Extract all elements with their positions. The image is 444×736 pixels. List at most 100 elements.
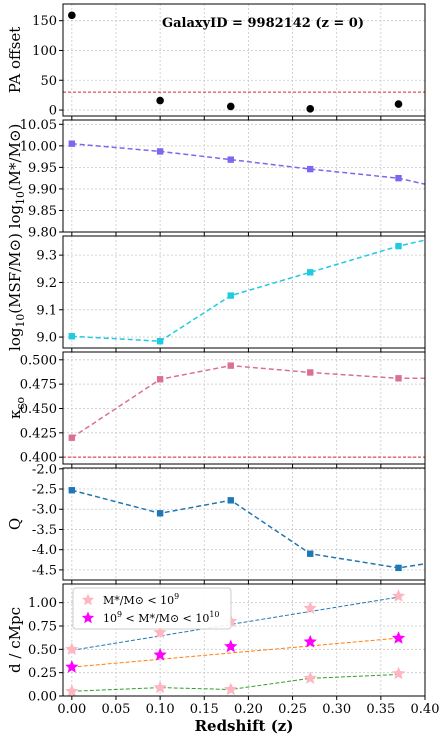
x-tick-label: 0.00 xyxy=(57,702,86,717)
x-tick-label: 0.15 xyxy=(190,702,219,717)
series-line xyxy=(71,239,425,342)
data-point xyxy=(68,333,76,340)
data-point xyxy=(394,100,403,108)
legend-box xyxy=(72,587,232,630)
data-point xyxy=(226,102,235,111)
y-tick-label: 50 xyxy=(40,74,57,89)
axes-frame xyxy=(62,467,426,581)
data-point xyxy=(307,269,314,276)
y-tick-label: 0 xyxy=(49,104,57,119)
series-line xyxy=(71,142,425,185)
data-point xyxy=(68,487,76,494)
data-point xyxy=(395,174,402,182)
data-point xyxy=(156,510,164,517)
plot-area xyxy=(68,487,425,572)
x-tick-label: 0.35 xyxy=(366,702,395,717)
y-tick-label: -4.0 xyxy=(32,543,57,558)
y-tick-label: 10.05 xyxy=(20,118,57,133)
data-point xyxy=(227,497,234,504)
y-tick-label: 0.75 xyxy=(28,620,57,635)
series-line xyxy=(71,489,425,569)
y-tick-label: 0.450 xyxy=(20,402,57,417)
x-tick-label: 0.25 xyxy=(278,702,307,717)
star-marker xyxy=(303,671,317,684)
y-tick-label: 9.95 xyxy=(28,161,57,176)
y-tick-label: -2.0 xyxy=(32,462,57,477)
plot-area xyxy=(65,589,406,696)
y-tick-label: 150 xyxy=(32,14,57,29)
data-point xyxy=(156,148,164,155)
legend: M*/M⊙ < 109 109 < M*/M⊙ < 1010 xyxy=(72,587,232,630)
y-tick-label: 9.85 xyxy=(28,204,57,219)
panel-q: -4.5 -4.0 -3.5 -3.0 -2.5 -2.0 Q xyxy=(6,462,426,584)
data-point xyxy=(68,11,76,20)
star-marker xyxy=(81,593,95,606)
data-point xyxy=(227,156,234,163)
legend-label: M*/M⊙ < 109 xyxy=(103,592,179,607)
star-marker xyxy=(153,647,167,661)
data-point xyxy=(307,550,314,557)
y-tick-label: -4.5 xyxy=(32,563,57,578)
data-point xyxy=(307,165,314,173)
data-point xyxy=(156,96,164,105)
data-point xyxy=(395,242,402,250)
star-marker xyxy=(65,642,79,655)
star-marker xyxy=(391,631,406,644)
axes-frame xyxy=(62,351,426,465)
fit-line xyxy=(71,596,399,651)
y-tick-label: 0.50 xyxy=(28,643,57,658)
axes-frame xyxy=(62,583,426,697)
data-point xyxy=(156,376,164,383)
panel-pa: 0 50 100 150 PA offset GalaxyID = 9982142 (z … xyxy=(6,3,426,120)
star-marker xyxy=(303,634,317,648)
plot-area xyxy=(63,362,425,458)
data-point xyxy=(68,434,76,441)
star-marker xyxy=(153,625,167,639)
plot-area xyxy=(68,140,425,185)
star-marker xyxy=(65,684,79,696)
data-point xyxy=(227,362,234,369)
y-axis-label: κco xyxy=(6,397,27,419)
x-tick-label: 0.40 xyxy=(411,702,440,717)
panel-annotation: GalaxyID = 9982142 (z = 0) xyxy=(162,16,364,31)
data-point xyxy=(68,140,76,147)
y-tick-label: 0.425 xyxy=(20,426,57,441)
data-point xyxy=(156,337,164,345)
y-tick-label: 0.500 xyxy=(20,353,57,368)
star-marker xyxy=(224,682,238,696)
y-tick-label: 0.400 xyxy=(20,451,57,466)
axes-frame xyxy=(62,235,426,349)
plot-area xyxy=(68,239,425,345)
star-marker xyxy=(303,601,317,614)
fit-line xyxy=(71,637,399,668)
panel-msf: 9.0 9.1 9.2 9.3 log10(MSF/M⊙) xyxy=(6,233,426,352)
y-axis-label: Q xyxy=(6,518,24,530)
y-axis-label: d / cMpc xyxy=(6,607,24,673)
x-tick-label: 0.20 xyxy=(234,702,263,717)
star-marker xyxy=(153,680,167,694)
y-tick-label: 9.90 xyxy=(28,182,57,197)
y-axis-label: PA offset xyxy=(6,27,24,94)
data-point xyxy=(395,564,402,572)
y-tick-label: -2.5 xyxy=(32,483,57,498)
y-tick-label: 10.00 xyxy=(20,139,57,154)
x-tick-label: 0.10 xyxy=(146,702,175,717)
y-tick-label: 0.00 xyxy=(28,690,57,705)
x-axis-label: Redshift (z) xyxy=(195,717,294,735)
y-tick-label: 1.00 xyxy=(28,596,57,611)
star-marker xyxy=(81,611,95,624)
y-tick-label: -3.5 xyxy=(32,523,57,538)
y-tick-label: 9.0 xyxy=(36,331,57,346)
star-marker xyxy=(391,589,406,602)
data-point xyxy=(306,105,315,113)
y-axis-label: log10(MSF/M⊙) xyxy=(6,233,27,351)
y-tick-label: -3.0 xyxy=(32,503,57,518)
plot-area xyxy=(63,11,425,113)
legend-label: 109 < M*/M⊙ < 1010 xyxy=(103,610,219,625)
y-tick-label: 9.80 xyxy=(28,226,57,241)
y-tick-label: 9.1 xyxy=(36,303,57,318)
star-marker xyxy=(391,666,406,680)
y-tick-label: 100 xyxy=(32,44,57,59)
